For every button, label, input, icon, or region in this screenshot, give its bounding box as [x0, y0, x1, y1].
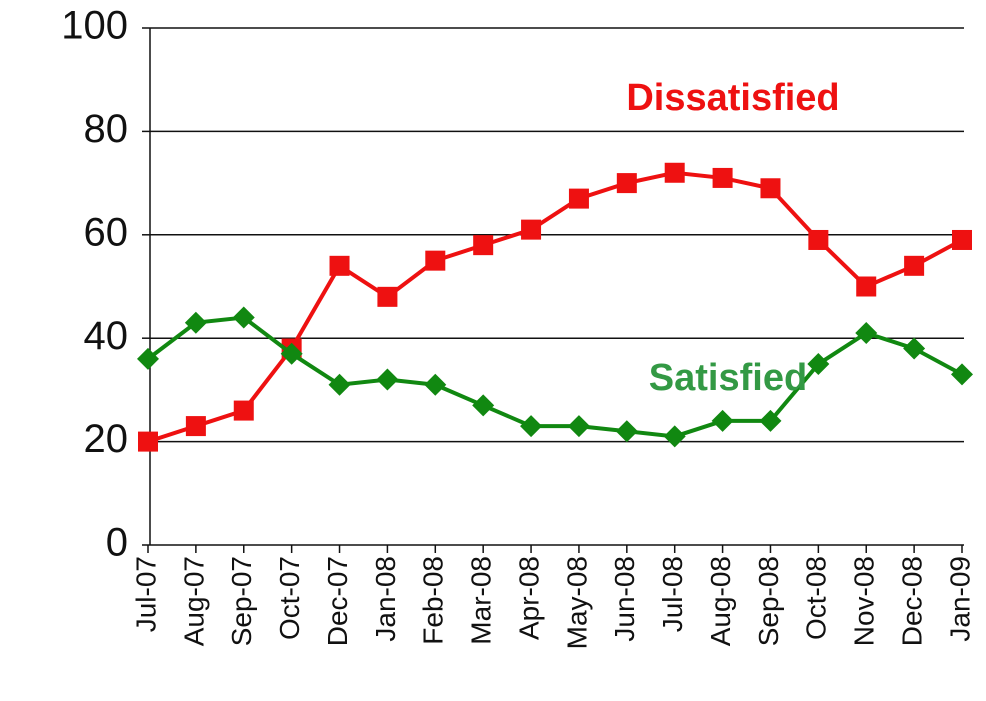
marker	[184, 311, 207, 334]
x-tick-label: Nov-08	[849, 556, 880, 646]
marker	[328, 373, 351, 396]
x-tick-label: Aug-07	[178, 556, 209, 646]
series-label: Satisfied	[649, 357, 807, 399]
x-tick-label: Oct-08	[801, 556, 832, 640]
marker	[568, 188, 589, 209]
series-label: Dissatisfied	[626, 77, 839, 119]
marker	[233, 400, 254, 421]
y-tick-label: 100	[61, 4, 128, 48]
marker	[232, 306, 255, 329]
x-tick-label: Jan-09	[944, 556, 975, 642]
x-tick-label: Jun-08	[609, 556, 640, 642]
marker	[807, 353, 830, 376]
marker	[664, 162, 685, 183]
y-tick-label: 40	[84, 314, 129, 358]
x-tick-label: Mar-08	[466, 556, 497, 645]
x-tick-label: May-08	[561, 556, 592, 649]
marker	[473, 235, 494, 256]
y-tick-label: 80	[84, 107, 129, 151]
marker	[567, 415, 590, 438]
x-tick-label: Oct-07	[274, 556, 305, 640]
marker	[663, 425, 686, 448]
series-line	[146, 315, 963, 439]
x-tick-label: Feb-08	[418, 556, 449, 645]
y-tick-label: 60	[84, 210, 129, 254]
x-tick-label: Dec-08	[897, 556, 928, 646]
marker	[856, 276, 877, 297]
marker	[425, 250, 446, 271]
x-tick-label: Jan-08	[370, 556, 401, 642]
marker	[329, 255, 350, 276]
marker	[903, 337, 926, 360]
marker	[951, 363, 973, 386]
x-tick-label: Sep-07	[226, 556, 257, 646]
marker	[472, 394, 495, 417]
marker	[137, 347, 159, 370]
marker	[521, 219, 542, 240]
marker	[280, 342, 303, 365]
x-tick-label: Dec-07	[322, 556, 353, 646]
marker	[711, 409, 734, 432]
marker	[712, 167, 733, 188]
y-tick-label: 0	[106, 521, 128, 565]
marker	[424, 373, 447, 396]
marker	[616, 173, 637, 194]
marker	[185, 416, 206, 437]
marker	[759, 409, 782, 432]
marker	[615, 420, 638, 443]
marker	[808, 229, 829, 250]
marker	[855, 322, 878, 345]
marker	[760, 178, 781, 199]
x-tick-label: Sep-08	[753, 556, 784, 646]
x-tick-label: Jul-07	[130, 556, 161, 632]
y-tick-label: 20	[84, 417, 129, 461]
marker	[904, 255, 925, 276]
x-tick-label: Apr-08	[513, 556, 544, 640]
marker	[952, 229, 972, 250]
marker	[377, 286, 398, 307]
marker	[376, 368, 399, 391]
series-line	[147, 170, 963, 444]
marker	[520, 415, 543, 438]
marker	[138, 431, 158, 452]
x-tick-label: Aug-08	[705, 556, 736, 646]
x-tick-label: Jul-08	[657, 556, 688, 632]
